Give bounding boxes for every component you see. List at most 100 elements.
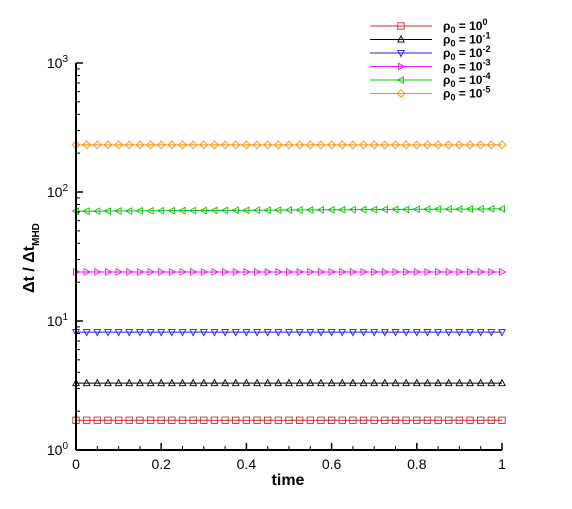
series-4-point [391, 205, 399, 214]
series-1-point [455, 378, 464, 387]
series-3-point [254, 268, 262, 276]
series-1-point [359, 378, 368, 387]
series-4-point [497, 204, 506, 213]
plot-lines [71, 140, 507, 424]
series-0-point [413, 416, 421, 424]
series-0-point [253, 416, 261, 424]
series-2-point [466, 329, 474, 337]
y-tick-label: 100 [47, 441, 69, 458]
series-0-point [189, 416, 197, 424]
series-5-point [103, 140, 113, 150]
series-0-point [210, 416, 219, 424]
series-2-point [210, 329, 219, 337]
series-0-point [264, 416, 272, 424]
series-3 [72, 268, 507, 276]
series-4-point [433, 205, 442, 214]
series-1-point [125, 378, 134, 387]
series-3-point [94, 268, 102, 276]
x-tick-label: 0.4 [237, 456, 257, 472]
y-axis-label: Δt / ΔtMHD [21, 223, 42, 293]
series-2-point [317, 329, 325, 337]
series-3-point [360, 268, 369, 276]
series-0-point [381, 416, 389, 424]
series-1-point [93, 378, 102, 387]
series-3-point [488, 268, 496, 276]
series-4-point [327, 205, 335, 214]
series-0-point [359, 416, 368, 424]
legend-label: ρ0 = 10-2 [443, 44, 491, 62]
series-3-point [275, 268, 283, 276]
series-2-point [434, 329, 443, 337]
series-1-point [338, 378, 347, 387]
series-3-point [104, 268, 113, 276]
series-5-point [476, 140, 486, 150]
series-5-point [454, 140, 464, 150]
series-0-point [221, 416, 229, 424]
series-2-point [306, 329, 315, 337]
series-1-point [317, 378, 325, 387]
ticks: 0 0.2 0.4 0.6 0.8 1 100 101 102 103 [47, 54, 506, 472]
series-3-point [445, 268, 454, 276]
series-1 [72, 378, 506, 387]
series-5-point [252, 140, 262, 150]
series-4-point [114, 207, 122, 215]
series-5-point [465, 140, 475, 150]
series-3-point [126, 268, 134, 276]
series-1-point [466, 378, 474, 387]
series-0-point [349, 416, 357, 424]
series-3-point [222, 268, 230, 276]
series-2-point [167, 329, 176, 337]
series-5-point [263, 140, 273, 150]
legend-entry: ρ0 = 100 [370, 17, 488, 35]
series-3-point [115, 268, 124, 276]
series-4-point [305, 205, 314, 214]
series-5-point [359, 140, 369, 150]
legend-marker [397, 35, 405, 43]
series-5-point [156, 140, 166, 150]
svg-text:Δt / ΔtMHD: Δt / ΔtMHD [21, 223, 42, 293]
legend-marker [397, 22, 405, 30]
series-5-point [444, 140, 454, 150]
series-1-point [285, 378, 293, 387]
series-0-point [178, 416, 187, 424]
series-3-point [264, 268, 273, 276]
series-5-point [348, 140, 358, 150]
series-1-point [402, 378, 411, 387]
legend-label: ρ0 = 100 [443, 17, 488, 35]
series-2-point [391, 329, 400, 337]
series-4-point [146, 206, 154, 215]
series-4-point [380, 205, 388, 214]
series-1-point [498, 378, 506, 387]
series-0-point [423, 416, 432, 424]
series-2-point [253, 329, 261, 337]
series-5-point [433, 140, 443, 150]
series-2-point [221, 329, 230, 337]
series-3-point [477, 268, 486, 276]
series-4-point [82, 207, 90, 216]
series-5-point [486, 140, 496, 150]
series-1-point [210, 378, 219, 387]
series-4-point [124, 206, 133, 215]
series-4-point [369, 205, 378, 214]
series-0-point [327, 416, 336, 424]
series-5-point [92, 140, 102, 150]
series-4-point [241, 206, 250, 215]
series-1-point [199, 378, 208, 387]
series-5-point [497, 140, 507, 150]
series-0-point [391, 416, 400, 424]
x-tick-label: 0.8 [407, 456, 427, 472]
series-4-point [359, 205, 367, 214]
series-5-point [114, 140, 124, 150]
series-5-point [305, 140, 315, 150]
series-2-point [359, 329, 368, 337]
series-3-point [83, 268, 92, 276]
series-0-point [466, 416, 474, 424]
series-4-point [135, 206, 143, 215]
series-5-point [316, 140, 326, 150]
series-1-point [348, 378, 357, 387]
series-5-point [327, 140, 337, 150]
series-4-point [220, 206, 229, 215]
x-axis-label: time [272, 472, 305, 489]
series-0-point [136, 416, 144, 424]
legend-label: ρ0 = 10-4 [443, 71, 491, 89]
